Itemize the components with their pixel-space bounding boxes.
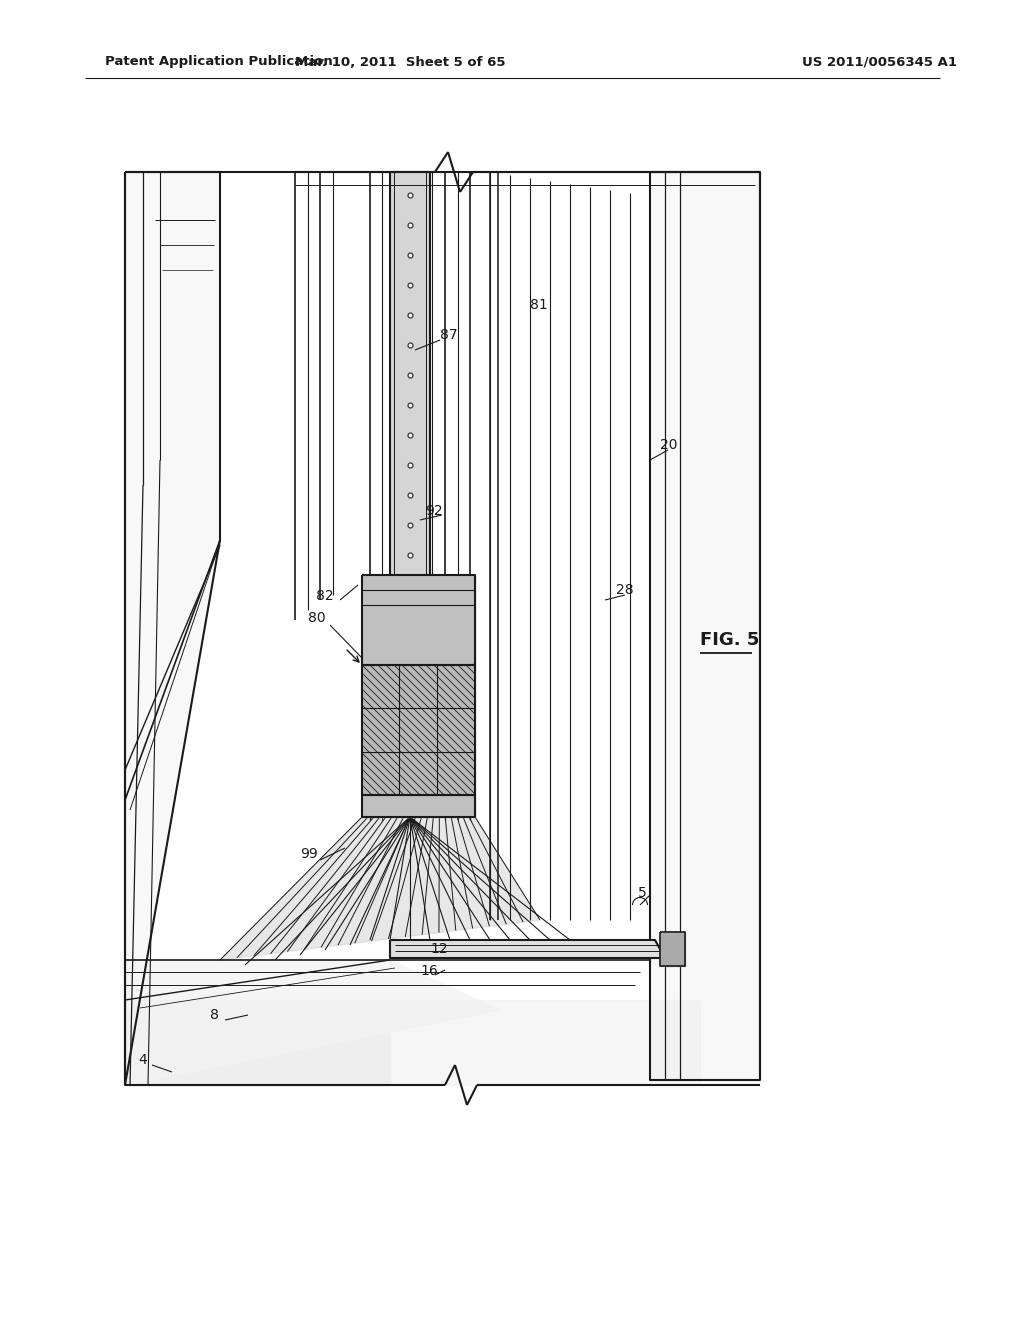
- Text: 92: 92: [425, 504, 442, 517]
- Polygon shape: [660, 932, 685, 966]
- Text: 20: 20: [660, 438, 678, 451]
- Text: 80: 80: [308, 611, 326, 624]
- Text: US 2011/0056345 A1: US 2011/0056345 A1: [803, 55, 957, 69]
- Text: Patent Application Publication: Patent Application Publication: [105, 55, 333, 69]
- Text: 81: 81: [530, 298, 548, 312]
- Polygon shape: [125, 172, 220, 1085]
- Text: 16: 16: [420, 964, 437, 978]
- Text: 87: 87: [440, 327, 458, 342]
- Text: 28: 28: [616, 583, 634, 597]
- Text: 82: 82: [316, 589, 334, 603]
- Polygon shape: [362, 665, 475, 795]
- Polygon shape: [390, 940, 665, 958]
- Text: 4: 4: [138, 1053, 146, 1067]
- Polygon shape: [125, 960, 500, 1085]
- Text: FIG. 5: FIG. 5: [700, 631, 760, 649]
- Polygon shape: [220, 817, 540, 960]
- Polygon shape: [650, 172, 760, 1080]
- Text: 12: 12: [430, 942, 447, 956]
- Polygon shape: [362, 795, 475, 817]
- Text: 8: 8: [210, 1008, 219, 1022]
- Polygon shape: [125, 1001, 700, 1085]
- Text: Mar. 10, 2011  Sheet 5 of 65: Mar. 10, 2011 Sheet 5 of 65: [295, 55, 505, 69]
- Polygon shape: [390, 172, 430, 579]
- Polygon shape: [125, 960, 390, 1085]
- Polygon shape: [125, 172, 760, 1080]
- Text: 99: 99: [300, 847, 317, 861]
- Polygon shape: [362, 576, 475, 665]
- Text: 5: 5: [638, 886, 647, 900]
